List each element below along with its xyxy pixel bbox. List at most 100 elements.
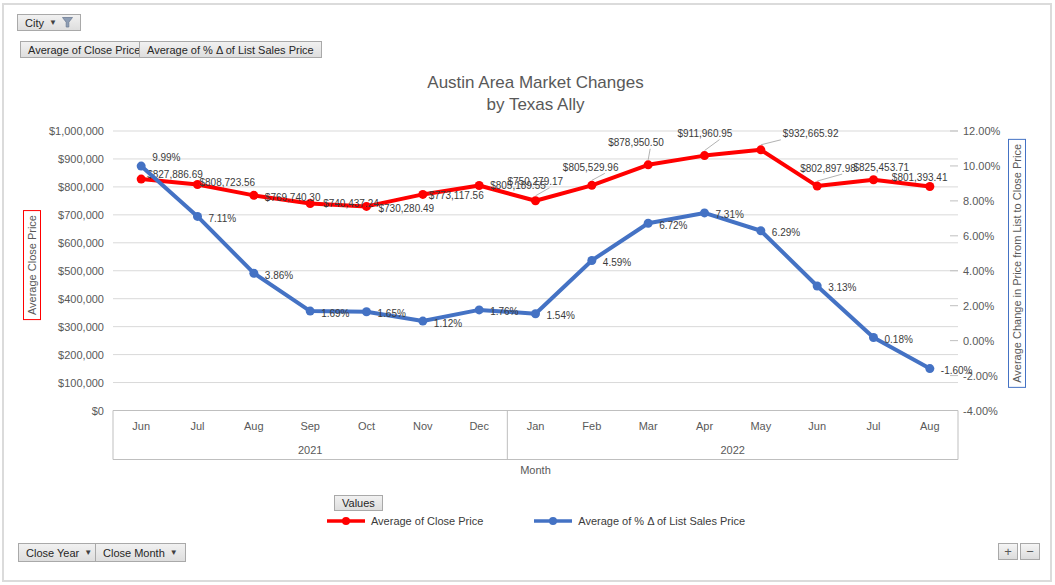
x-tick-label: Dec	[469, 420, 489, 432]
data-label: $911,960.95	[678, 128, 733, 139]
values-field-button-label: Values	[342, 497, 375, 509]
data-point	[306, 307, 315, 316]
x-tick-label: Aug	[244, 420, 264, 432]
right-axis-tick-label: 0.00%	[963, 335, 994, 347]
dropdown-arrow-icon: ▼	[170, 549, 178, 557]
data-label: 3.13%	[828, 282, 856, 293]
zoom-in-button[interactable]: +	[998, 543, 1018, 560]
close-month-button[interactable]: Close Month ▼	[95, 543, 186, 562]
values-field-button[interactable]: Values	[334, 495, 383, 511]
data-label: 7.11%	[209, 213, 237, 224]
right-axis-tick-label: 8.00%	[963, 195, 994, 207]
data-point	[756, 145, 765, 154]
year-label: 2021	[298, 444, 322, 456]
close-year-button[interactable]: Close Year ▼	[18, 543, 100, 562]
data-point	[644, 219, 653, 228]
year-label: 2022	[720, 444, 744, 456]
x-tick-label: May	[750, 420, 771, 432]
data-point	[475, 181, 484, 190]
data-label: $740,437.24	[323, 198, 379, 209]
data-label: $808,723.56	[200, 177, 256, 188]
data-label: 1.76%	[490, 306, 518, 317]
data-point	[137, 175, 146, 184]
data-label: $801,393.41	[892, 172, 948, 183]
close-month-label: Close Month	[103, 547, 165, 559]
legend-marker-red	[326, 516, 366, 526]
left-axis-tick-label: $400,000	[58, 293, 104, 305]
data-label: 7.31%	[716, 209, 744, 220]
data-label: $730,280.49	[379, 203, 435, 214]
left-axis-tick-label: $700,000	[58, 209, 104, 221]
left-axis-tick-label: $100,000	[58, 377, 104, 389]
plus-icon: +	[1004, 545, 1012, 558]
right-axis-tick-label: 10.00%	[963, 160, 1001, 172]
x-tick-label: Sep	[300, 420, 320, 432]
data-point	[249, 269, 258, 278]
data-point	[813, 182, 822, 191]
data-label: 1.69%	[321, 308, 349, 319]
data-point	[925, 364, 934, 373]
data-point	[587, 256, 596, 265]
right-axis-tick-label: -4.00%	[963, 405, 998, 417]
data-point	[700, 151, 709, 160]
data-point	[137, 162, 146, 171]
data-label: 6.29%	[772, 227, 800, 238]
right-axis-tick-label: 4.00%	[963, 265, 994, 277]
left-axis-tick-label: $0	[92, 405, 104, 417]
right-axis-tick-label: 12.00%	[963, 125, 1001, 137]
legend-item-pct-delta[interactable]: Average of % Δ of List Sales Price	[533, 515, 745, 527]
label-leader-line	[705, 140, 720, 151]
data-point	[644, 160, 653, 169]
data-label: $932,665.92	[783, 128, 839, 139]
legend-label-close-price: Average of Close Price	[371, 515, 483, 527]
x-tick-label: Jul	[866, 420, 880, 432]
data-label: 6.72%	[659, 220, 687, 231]
x-tick-label: Nov	[413, 420, 433, 432]
x-tick-label: Aug	[920, 420, 940, 432]
x-tick-label: Jan	[527, 420, 545, 432]
data-label: 1.65%	[378, 308, 406, 319]
x-tick-label: Jul	[190, 420, 204, 432]
data-label: 1.54%	[547, 310, 575, 321]
left-axis-tick-label: $600,000	[58, 237, 104, 249]
data-label: $805,529.96	[563, 162, 619, 173]
data-label: $773,117.56	[429, 190, 484, 201]
data-label: $802,897.98	[800, 163, 856, 174]
x-axis-title: Month	[520, 464, 551, 476]
data-point	[531, 196, 540, 205]
data-label: -1.60%	[941, 365, 973, 376]
data-point	[925, 182, 934, 191]
x-tick-label: Jun	[808, 420, 826, 432]
left-axis-tick-label: $900,000	[58, 153, 104, 165]
legend-label-pct-delta: Average of % Δ of List Sales Price	[578, 515, 745, 527]
left-axis-tick-label: $300,000	[58, 321, 104, 333]
plot-area: JunJulAugSepOctNovDecJanFebMarAprMayJunJ…	[0, 0, 1055, 585]
minus-icon: −	[1026, 545, 1034, 558]
left-axis-title: Average Close Price	[23, 210, 41, 320]
data-point	[193, 212, 202, 221]
data-point	[813, 281, 822, 290]
data-point	[700, 208, 709, 217]
left-axis-tick-label: $800,000	[58, 181, 104, 193]
left-axis-tick-label: $200,000	[58, 349, 104, 361]
x-tick-label: Mar	[639, 420, 658, 432]
legend-marker-blue	[533, 516, 573, 526]
data-point	[418, 190, 427, 199]
x-tick-label: Jun	[132, 420, 150, 432]
data-point	[418, 317, 427, 326]
data-point	[869, 175, 878, 184]
zoom-out-button[interactable]: −	[1020, 543, 1040, 560]
data-label: 3.86%	[265, 270, 293, 281]
left-axis-tick-label: $1,000,000	[49, 125, 104, 137]
pivot-chart: City ▼ Average of Close Price Average of…	[0, 0, 1055, 585]
legend-item-close-price[interactable]: Average of Close Price	[326, 515, 483, 527]
data-label: 9.99%	[152, 152, 180, 163]
left-axis-tick-label: $500,000	[58, 265, 104, 277]
legend: Average of Close Price Average of % Δ of…	[113, 515, 958, 527]
data-label: 0.18%	[885, 334, 913, 345]
right-axis-tick-label: 2.00%	[963, 300, 994, 312]
data-label: $878,950.50	[608, 137, 664, 148]
data-label: $750,279.17	[508, 176, 564, 187]
x-tick-label: Oct	[358, 420, 375, 432]
x-tick-label: Apr	[696, 420, 713, 432]
